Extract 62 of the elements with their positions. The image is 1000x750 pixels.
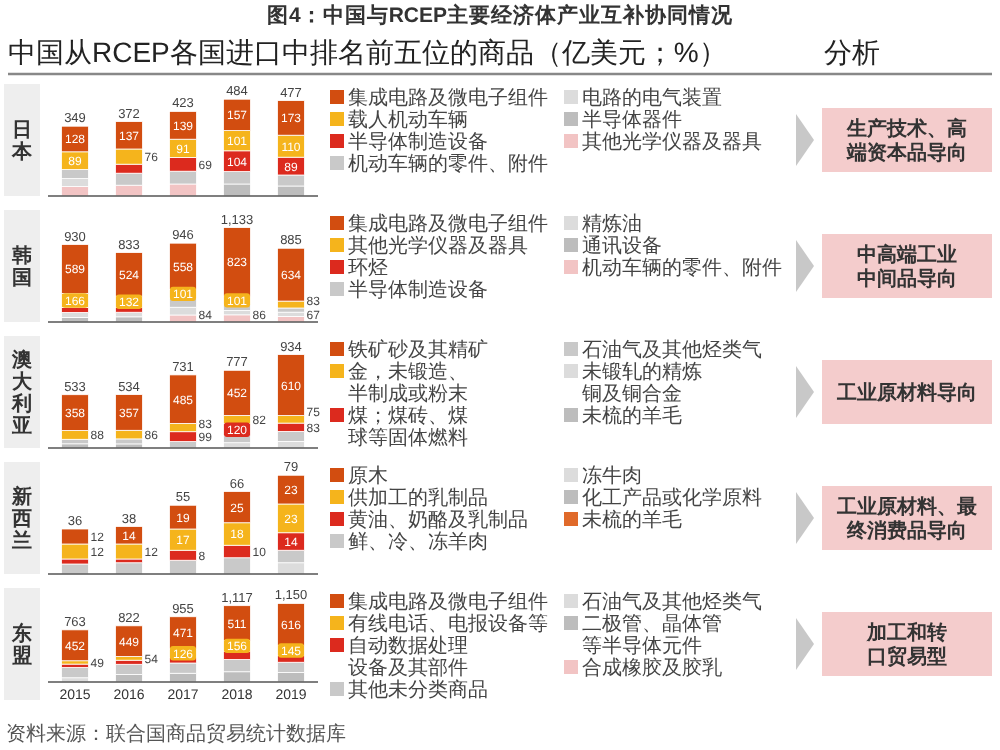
bar xyxy=(277,354,305,416)
legend-label: 集成电路及微电子组件 xyxy=(348,86,548,110)
bar xyxy=(169,431,197,442)
bar xyxy=(169,306,197,316)
text: 工业原材料、最终消费品导向 xyxy=(835,495,977,543)
legend-label: 化工产品或化学原料 xyxy=(582,486,762,510)
bar xyxy=(277,247,305,302)
legend-label: 自动数据处理设备及其部件 xyxy=(348,634,468,680)
text: 生产技术、高端资本品导向 xyxy=(845,117,967,165)
bar xyxy=(277,661,305,673)
y-axis-title: 韩国 xyxy=(10,244,32,290)
legend-label: 半导体制造设备 xyxy=(348,278,488,302)
legend-label: 石油气及其他烃类气 xyxy=(582,590,762,614)
legend-label: 铁矿砂及其精矿 xyxy=(346,338,488,362)
bar xyxy=(223,659,251,673)
bar xyxy=(169,662,197,674)
legend-label: 黄油、奶酪及乳制品 xyxy=(348,508,528,532)
legend-label: 合成橡胶及胶乳 xyxy=(582,656,722,680)
bar xyxy=(61,178,89,187)
legend-label: 其他光学仪器及器具 xyxy=(582,130,762,154)
legend-label: 电路的电气装置 xyxy=(582,86,722,110)
legend-label: 集成电路及微电子组件 xyxy=(348,212,548,236)
chart-subtitle: 中国从RCEP各国进口中排名前五位的商品（亿美元；%） xyxy=(8,36,727,68)
legend-label: 载人机动车辆 xyxy=(348,108,468,132)
bar xyxy=(223,227,251,297)
legend-label: 环烃 xyxy=(348,256,388,280)
legend-label: 其他光学仪器及器具 xyxy=(348,234,528,258)
bar xyxy=(61,667,89,679)
legend-label: 有线电话、电报设备等 xyxy=(348,612,548,636)
legend-label: 半导体器件 xyxy=(582,108,682,132)
text: 分析 xyxy=(824,36,880,68)
legend-label: 精炼油 xyxy=(582,212,642,236)
legend-label: 冻牛肉 xyxy=(582,464,642,488)
legend-label: 通讯设备 xyxy=(582,234,662,258)
y-axis-title: 新西兰 xyxy=(10,485,32,553)
text: 加工和转口贸易型 xyxy=(865,621,947,669)
text: 中高端工业中间品导向 xyxy=(857,243,957,291)
legend-label: 供加工的乳制品 xyxy=(348,486,488,510)
legend-label: 集成电路及微电子组件 xyxy=(348,590,548,614)
text: 资料来源：联合国商品贸易统计数据库 xyxy=(6,722,346,746)
legend-label: 机动车辆的零件、附件 xyxy=(582,256,782,280)
legend-label: 原木 xyxy=(348,464,388,488)
y-axis-title: 澳大利亚 xyxy=(10,348,34,438)
bar xyxy=(169,374,197,424)
legend-label: 鲜、冷、冻羊肉 xyxy=(348,530,488,554)
legend-label: 金，未锻造、半制成或粉末 xyxy=(348,360,468,406)
bar xyxy=(277,431,305,442)
legend-label: 半导体制造设备 xyxy=(348,130,488,154)
legend-label: 煤；煤砖、煤球等固体燃料 xyxy=(348,404,468,450)
bar xyxy=(223,369,251,416)
legend-label: 石油气及其他烃类气 xyxy=(582,338,762,362)
legend-label: 未梳的羊毛 xyxy=(582,508,682,532)
text: 图4：中国与RCEP主要经济体产业互补协同情况 xyxy=(266,2,736,28)
y-axis-title: 东盟 xyxy=(10,622,32,668)
legend-label: 机动车辆的零件、附件 xyxy=(348,152,548,176)
legend-label: 未梳的羊毛 xyxy=(582,404,682,428)
text: 工业原材料导向 xyxy=(835,381,977,405)
bar xyxy=(115,663,143,675)
legend-label: 其他未分类商品 xyxy=(348,678,488,702)
legend-label: 未锻轧的精炼铜及铜合金 xyxy=(580,360,702,406)
legend-label: 二极管、晶体管等半导体元件 xyxy=(582,612,722,658)
y-axis-title: 日本 xyxy=(10,120,34,164)
